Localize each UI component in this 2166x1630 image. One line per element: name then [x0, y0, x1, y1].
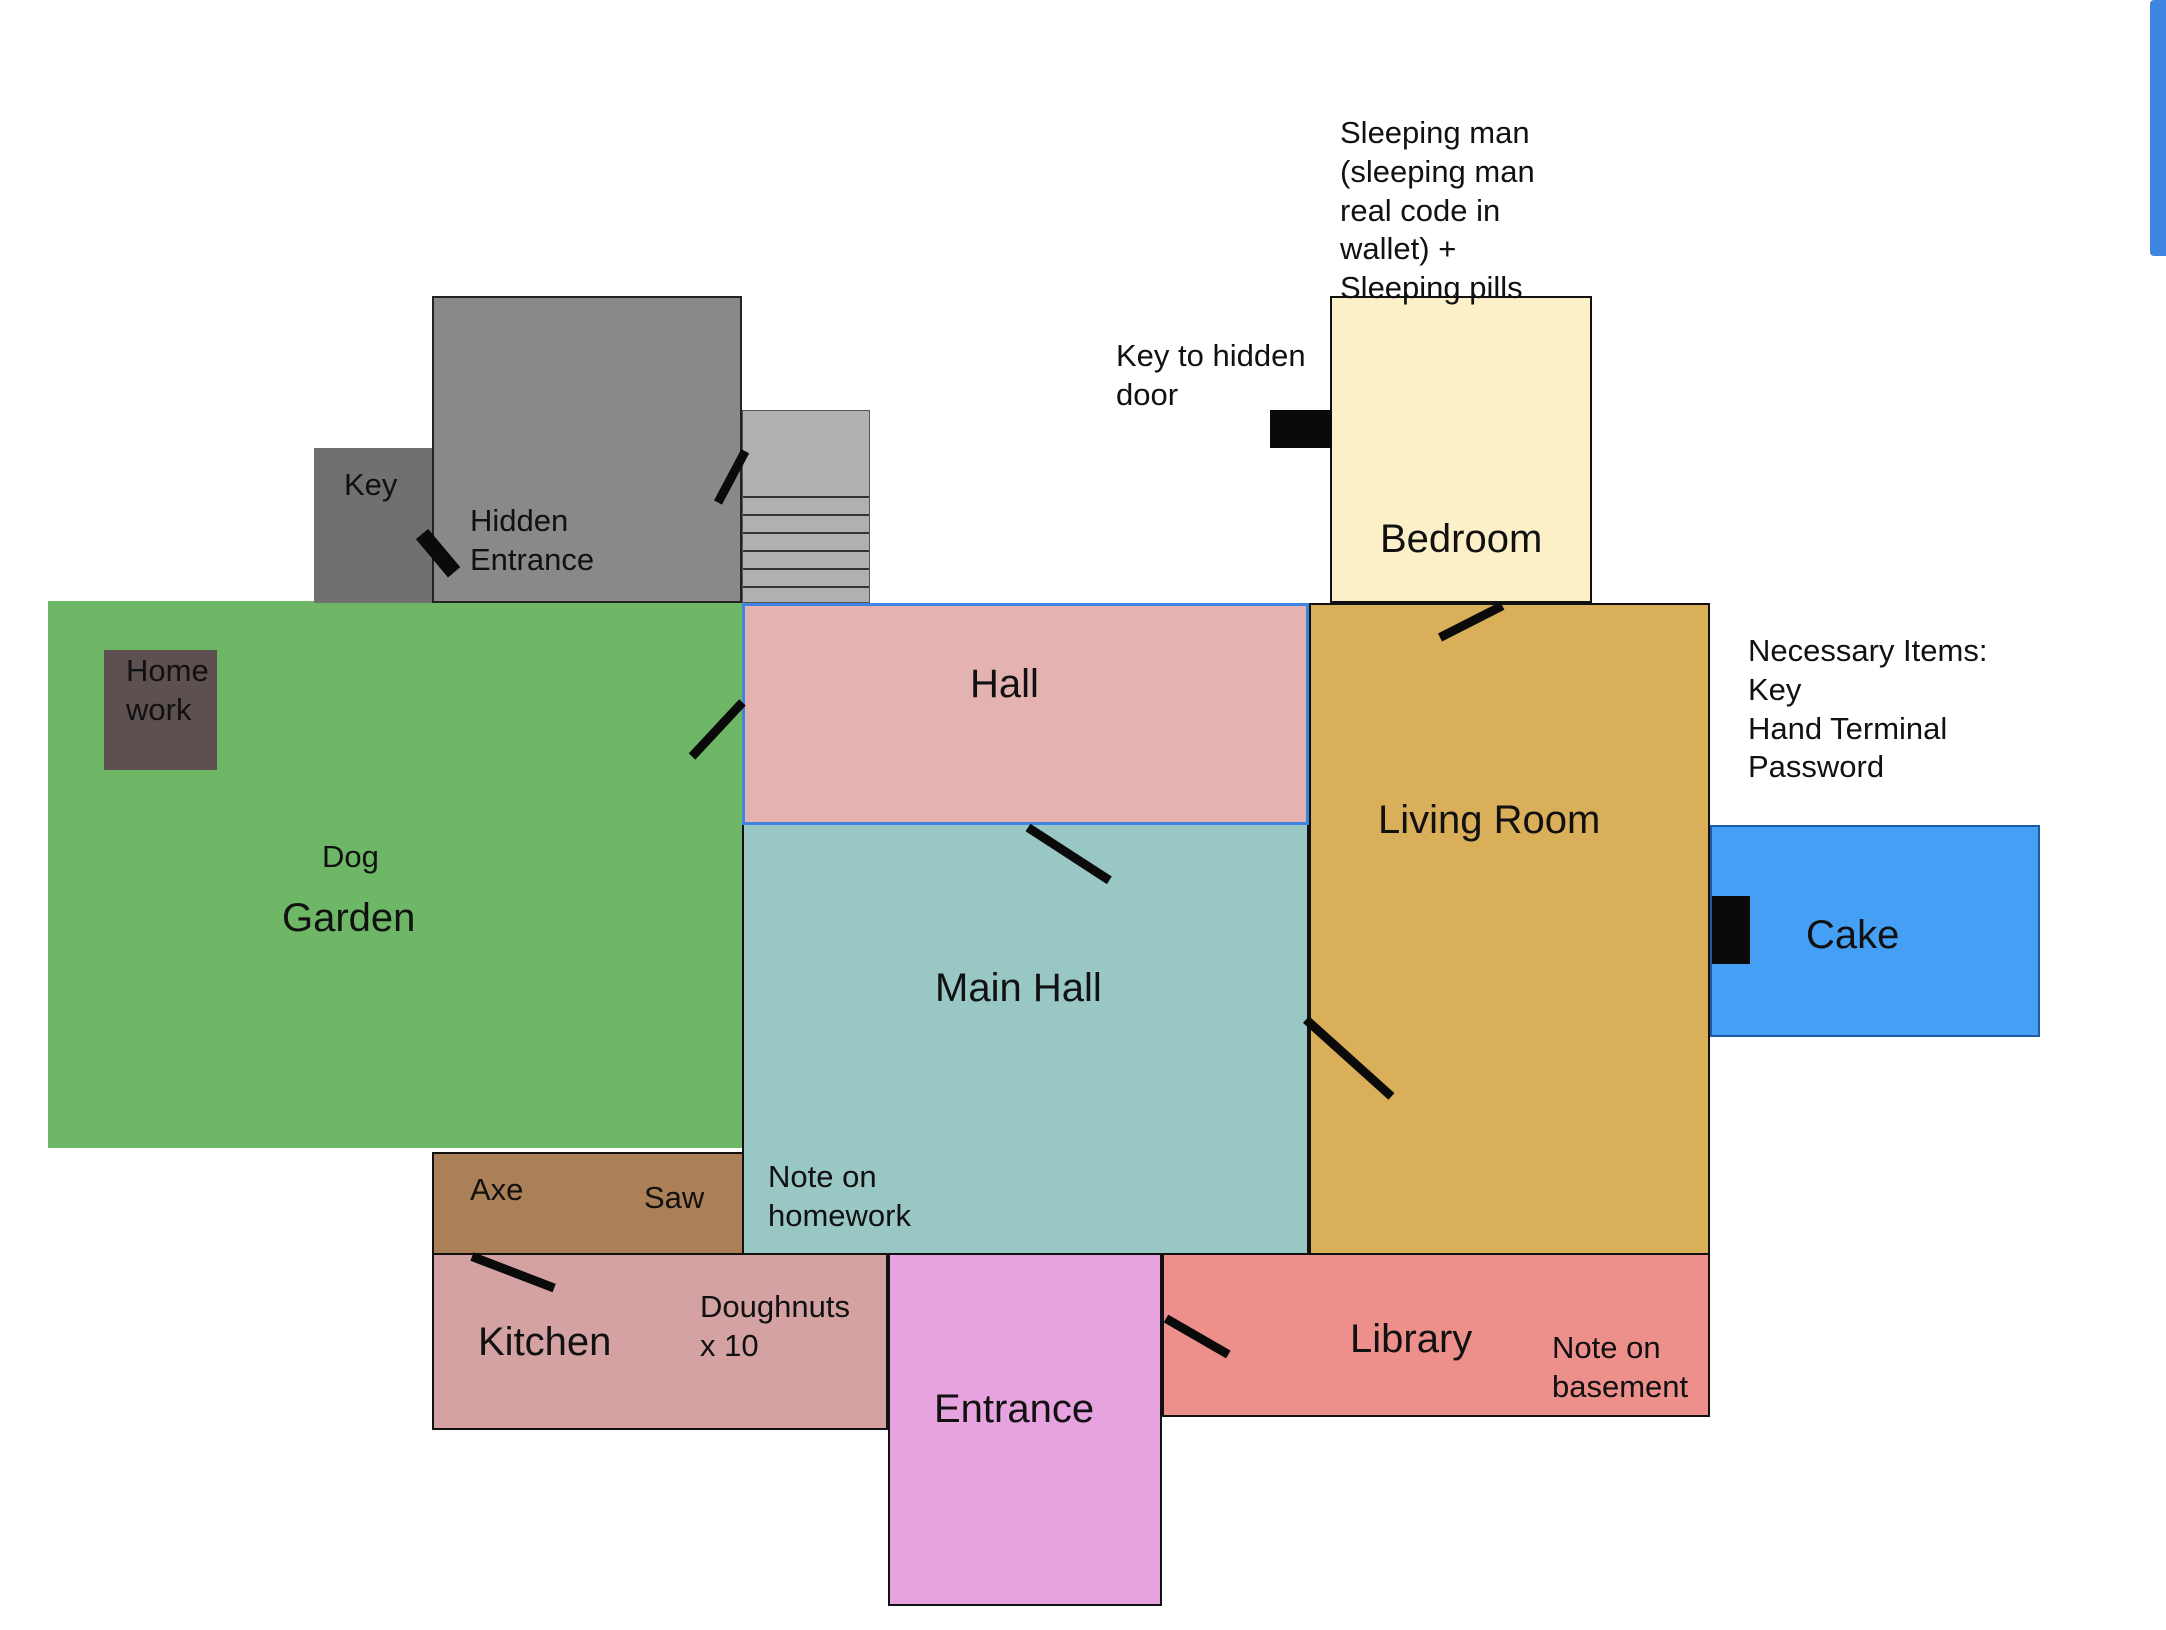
homework-label: Home work	[126, 653, 209, 727]
cake-door-block[interactable]	[1712, 896, 1750, 964]
stair-step	[743, 550, 869, 552]
living-room[interactable]	[1309, 603, 1710, 1255]
living-room-label: Living Room	[1378, 798, 1601, 842]
hidden-entrance-label: Hidden Entrance	[470, 503, 595, 577]
note-homework-label: Note on homework	[768, 1159, 911, 1233]
key-label: Key	[344, 467, 398, 502]
axe-label: Axe	[470, 1172, 524, 1207]
necessary-items-note: Necessary Items: Key Hand Terminal Passw…	[1748, 633, 1988, 785]
scrollbar[interactable]	[2150, 0, 2166, 256]
cake-label: Cake	[1806, 913, 1900, 957]
stair-step	[743, 514, 869, 516]
stair-step	[743, 586, 869, 588]
key-room[interactable]	[314, 448, 435, 603]
library-label: Library	[1350, 1317, 1473, 1361]
homework-item[interactable]	[104, 650, 217, 770]
stair-step	[743, 496, 869, 498]
entrance-room[interactable]	[888, 1253, 1162, 1606]
cake-room[interactable]	[1710, 825, 2040, 1037]
bedroom-label: Bedroom	[1380, 517, 1543, 561]
hall-room[interactable]	[742, 603, 1309, 825]
garden-label: Garden	[282, 896, 416, 940]
entrance-label: Entrance	[934, 1387, 1095, 1431]
stair-step	[743, 532, 869, 534]
stair-step	[743, 568, 869, 570]
main-hall-room[interactable]	[742, 825, 1309, 1255]
hall-label: Hall	[970, 662, 1039, 706]
stairs	[742, 410, 870, 603]
bedroom-room[interactable]	[1330, 296, 1592, 603]
main-hall-label: Main Hall	[935, 966, 1102, 1010]
hidden-door-block[interactable]	[1270, 410, 1332, 448]
note-basement-label: Note on basement	[1552, 1330, 1689, 1404]
saw-label: Saw	[644, 1180, 705, 1215]
doughnuts-label: Doughnuts x 10	[700, 1289, 850, 1363]
sleeping-man-note: Sleeping man (sleeping man real code in …	[1340, 115, 1535, 305]
dog-label: Dog	[322, 839, 379, 874]
key-hidden-door-note: Key to hidden door	[1116, 338, 1306, 412]
kitchen-room[interactable]	[432, 1253, 888, 1430]
kitchen-label: Kitchen	[478, 1320, 612, 1364]
